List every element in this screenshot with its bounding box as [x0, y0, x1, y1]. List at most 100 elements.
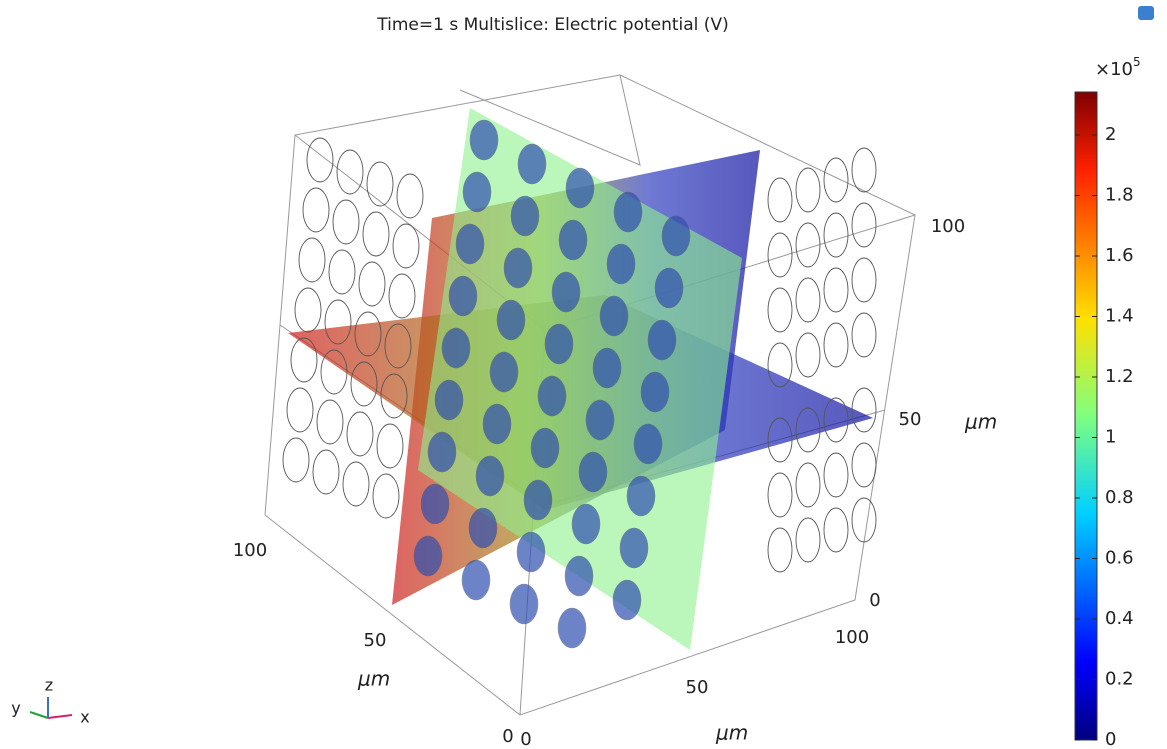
axis-triad: z x y: [11, 676, 89, 727]
cylinder: [303, 188, 329, 232]
section: [558, 608, 586, 648]
section: [497, 300, 525, 340]
section: [600, 296, 628, 336]
cylinder: [317, 400, 343, 444]
section: [518, 144, 546, 184]
section: [607, 244, 635, 284]
axis-tick-label: 0: [869, 590, 880, 611]
cylinder: [768, 288, 792, 332]
section: [655, 268, 683, 308]
section: [627, 476, 655, 516]
colorbar-tick-label: 0.6: [1105, 548, 1134, 569]
colorbar-tick-label: 0.8: [1105, 487, 1134, 508]
triad-label: y: [11, 699, 20, 718]
cylinder: [852, 498, 876, 542]
cylinder: [373, 474, 399, 518]
section: [449, 276, 477, 316]
cylinder: [367, 162, 393, 206]
axis-tick-label: 50: [899, 409, 922, 430]
section: [511, 196, 539, 236]
section: [559, 220, 587, 260]
cylinder: [824, 508, 848, 552]
section: [634, 424, 662, 464]
cylinder: [796, 333, 820, 377]
section: [414, 536, 442, 576]
section: [463, 172, 491, 212]
section: [531, 428, 559, 468]
section: [490, 352, 518, 392]
axis-tick-label: 50: [364, 630, 387, 651]
section: [538, 376, 566, 416]
cylinder: [397, 174, 423, 218]
cylinder: [768, 473, 792, 517]
cylinder: [299, 238, 325, 282]
section: [524, 480, 552, 520]
colorbar-tick-label: 1: [1105, 427, 1116, 448]
section: [435, 380, 463, 420]
section: [613, 580, 641, 620]
plot-title: Time=1 s Multislice: Electric potential …: [376, 15, 728, 35]
section: [421, 484, 449, 524]
axis-tick-label: 0: [502, 726, 513, 747]
section: [428, 432, 456, 472]
cylinder: [347, 412, 373, 456]
cylinder: [796, 463, 820, 507]
section: [648, 320, 676, 360]
cylinder: [796, 518, 820, 562]
cylinder: [377, 424, 403, 468]
axis-tick-label: 0: [520, 729, 531, 749]
section: [456, 224, 484, 264]
colorbar-multiplier: ×105: [1095, 55, 1141, 81]
cylinder: [295, 288, 321, 332]
cylinder: [291, 338, 317, 382]
section: [614, 192, 642, 232]
colorbar-tick-label: 0: [1105, 729, 1116, 749]
section: [476, 456, 504, 496]
cylinder: [393, 224, 419, 268]
colorbar-tick-label: 1.8: [1105, 185, 1134, 206]
cylinder: [313, 450, 339, 494]
cylinder: [287, 388, 313, 432]
cylinder: [768, 528, 792, 572]
triad-label: z: [45, 676, 53, 695]
section: [593, 348, 621, 388]
triad-label: x: [80, 708, 89, 727]
cylinder: [307, 138, 333, 182]
section: [462, 560, 490, 600]
axis-unit: μm: [357, 667, 390, 691]
colorbar: [1075, 92, 1097, 740]
colorbar-tick-label: 1.4: [1105, 306, 1134, 327]
section: [565, 556, 593, 596]
cylinder: [337, 150, 363, 194]
axis-tick-label: 100: [233, 540, 267, 561]
section: [572, 504, 600, 544]
section: [545, 324, 573, 364]
cylinder: [283, 438, 309, 482]
colorbar-tick-label: 0.4: [1105, 608, 1134, 629]
colorbar-tick-label: 1.2: [1105, 366, 1134, 387]
cylinder: [824, 268, 848, 312]
cylinder: [852, 148, 876, 192]
section: [517, 532, 545, 572]
cylinder: [343, 462, 369, 506]
cylinder: [796, 168, 820, 212]
cylinder: [824, 213, 848, 257]
cylinder: [852, 203, 876, 247]
section: [470, 120, 498, 160]
cylinder: [852, 388, 876, 432]
section: [641, 372, 669, 412]
section: [483, 404, 511, 444]
cylinder: [796, 223, 820, 267]
section: [442, 328, 470, 368]
cylinder: [824, 158, 848, 202]
cylinder: [333, 200, 359, 244]
cylinder: [359, 262, 385, 306]
section: [579, 452, 607, 492]
cylinder: [768, 178, 792, 222]
section: [620, 528, 648, 568]
cylinder: [329, 250, 355, 294]
section: [469, 508, 497, 548]
section: [504, 248, 532, 288]
toolbar-icon[interactable]: [1138, 6, 1154, 20]
section: [566, 168, 594, 208]
